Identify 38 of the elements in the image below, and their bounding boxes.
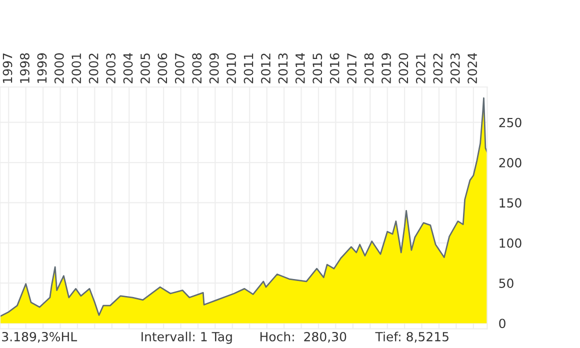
x-tick-label: 1999	[37, 53, 47, 83]
x-tick-label: 2023	[450, 53, 460, 84]
x-tick-label: 2024	[468, 53, 478, 84]
text: Tief: 8,5215	[375, 332, 448, 343]
x-tick-label: 2021	[416, 54, 426, 84]
x-tick-label: 2007	[174, 53, 184, 84]
x-tick-label: 2012	[261, 54, 270, 84]
x-tick-label: 2002	[88, 54, 98, 84]
x-tick-label: 2011	[244, 54, 254, 84]
x-tick-label: 2001	[72, 54, 82, 84]
text: Hoch: 280,30	[260, 332, 346, 343]
x-tick-label: 2022	[433, 54, 443, 84]
y-tick-label: 200	[499, 158, 522, 168]
x-tick-label: 2015	[312, 54, 322, 84]
x-tick-label: 2018	[364, 53, 374, 84]
x-tick-label: 2004	[123, 53, 133, 84]
y-tick-label: 250	[499, 118, 522, 128]
y-tick-label: 150	[500, 198, 522, 208]
x-tick-label: 2000	[54, 53, 64, 84]
x-tick-label: 1998	[20, 53, 30, 83]
x-tick-label: 1997	[2, 53, 12, 83]
y-tick-label: 50	[499, 278, 514, 288]
x-tick-label: 2005	[140, 54, 150, 84]
y-tick-label: 0	[499, 318, 506, 328]
x-tick-label: 2010	[226, 53, 236, 84]
x-tick-label: 2020	[398, 53, 408, 84]
x-tick-label: 2006	[158, 53, 168, 84]
x-tick-label: 2014	[295, 53, 305, 84]
x-tick-label: 2009	[209, 53, 219, 84]
x-tick-label: 2003	[106, 53, 116, 84]
x-tick-label: 2008	[192, 53, 202, 84]
x-tick-label: 2013	[278, 53, 288, 84]
x-tick-label: 2016	[330, 53, 340, 84]
text: 3.189,3%HL	[2, 332, 78, 343]
text: Intervall: 1 Tag	[142, 332, 232, 344]
x-tick-label: 2017	[347, 53, 357, 84]
x-tick-label: 2019	[382, 53, 391, 84]
y-tick-label: 100	[500, 238, 522, 248]
